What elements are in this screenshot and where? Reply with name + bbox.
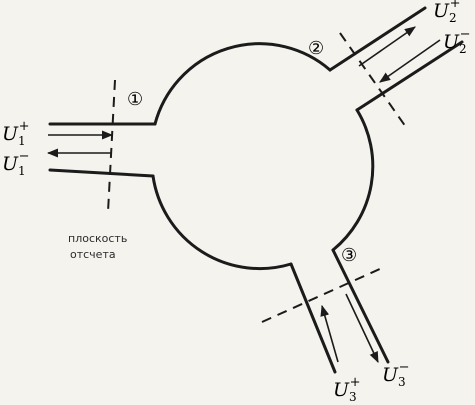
port-1-waveguide [48, 122, 157, 178]
port-2-reference-plane [339, 32, 409, 131]
junction-arc-top [153, 42, 332, 126]
port-2-wall-lower [355, 40, 464, 112]
port-3-reference-plane [261, 267, 383, 323]
port-1-reference-plane [107, 79, 116, 213]
port-1-reflected-label: U1− [2, 149, 30, 178]
reference-plane-caption-line1: плоскость [68, 232, 127, 245]
port-2-incident-label: U2+ [433, 0, 461, 25]
port-2-reflected-label: U2− [443, 27, 471, 56]
port-1-incident-label: U1+ [2, 119, 30, 148]
port-1-marker: ① [127, 89, 143, 110]
reference-plane-caption-line2: отсчета [70, 248, 116, 261]
port-3-waveguide [289, 248, 390, 374]
port-2-marker: ② [308, 38, 324, 59]
junction-body [151, 42, 375, 271]
junction-arc-bottom [151, 174, 293, 271]
port-2-waveguide [328, 6, 464, 112]
port-2-incident-arrow [358, 26, 416, 67]
port-3-marker: ③ [341, 245, 357, 266]
port-3-incident-label: U3+ [333, 375, 361, 404]
port-3-incident-arrow [320, 304, 339, 363]
junction-arc-right [331, 108, 375, 252]
port-3-reflected-label: U3− [382, 360, 410, 389]
port-3-wall-left [289, 262, 337, 374]
port-3-wall-right [331, 248, 390, 364]
port-2-wall-upper [328, 6, 427, 72]
port-1-wall-lower [48, 168, 155, 178]
port-2-reflected-arrow [379, 39, 441, 83]
port-3-reflected-arrow [345, 293, 379, 364]
